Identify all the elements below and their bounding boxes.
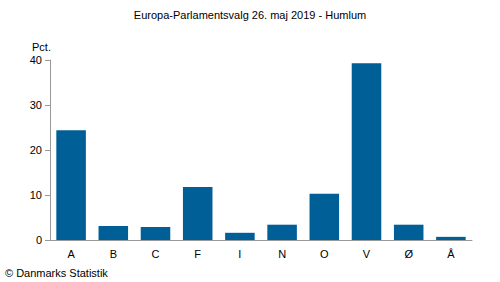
svg-text:O: O (320, 248, 329, 260)
svg-text:Europa-Parlamentsvalg 26. maj: Europa-Parlamentsvalg 26. maj 2019 - Hum… (134, 9, 366, 21)
svg-text:20: 20 (30, 144, 42, 156)
svg-text:30: 30 (30, 99, 42, 111)
svg-text:A: A (67, 248, 75, 260)
svg-text:0: 0 (36, 234, 42, 246)
svg-text:V: V (363, 248, 371, 260)
svg-text:Pct.: Pct. (32, 41, 51, 53)
svg-text:C: C (152, 248, 160, 260)
svg-text:10: 10 (30, 189, 42, 201)
svg-text:Å: Å (447, 248, 455, 260)
svg-text:F: F (194, 248, 201, 260)
svg-text:© Danmarks Statistik: © Danmarks Statistik (5, 267, 108, 279)
svg-text:I: I (238, 248, 241, 260)
svg-text:N: N (278, 248, 286, 260)
svg-text:40: 40 (30, 54, 42, 66)
svg-text:Ø: Ø (404, 248, 413, 260)
svg-text:B: B (110, 248, 117, 260)
